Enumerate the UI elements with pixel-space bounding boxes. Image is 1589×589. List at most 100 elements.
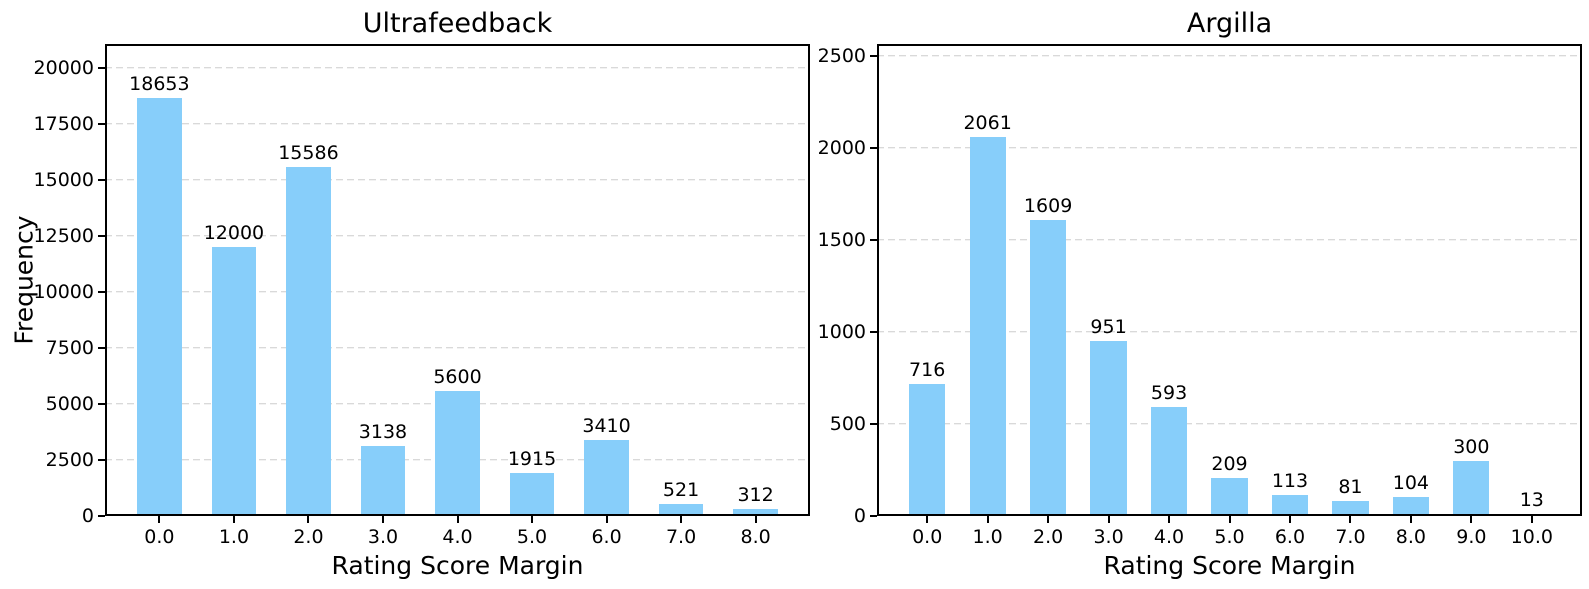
bar-value-label: 521 (662, 479, 700, 502)
y-tick-label: 2500 (817, 44, 866, 67)
y-tick-mark (98, 234, 105, 237)
bar (909, 384, 946, 516)
bar-value-label: 13 (1519, 488, 1544, 511)
x-tick-mark (605, 516, 608, 523)
y-tick-mark (98, 178, 105, 181)
x-tick-label: 6.0 (1274, 526, 1306, 548)
x-tick-mark (158, 516, 161, 523)
x-tick-mark (232, 516, 235, 523)
bar (1271, 495, 1309, 516)
bar-value-label: 593 (1150, 382, 1188, 404)
y-tick-label: 500 (829, 412, 866, 435)
y-tick-mark (870, 330, 877, 333)
x-tick-mark (1107, 516, 1110, 523)
gridline (877, 147, 1582, 149)
x-tick-mark (307, 516, 310, 523)
bar-value-label: 312 (737, 484, 774, 507)
x-tick-label: 3.0 (367, 526, 399, 548)
bar-value-label: 15586 (278, 141, 339, 164)
x-tick-label: 10.0 (1510, 526, 1553, 548)
bar-value-label: 3138 (358, 420, 408, 443)
x-tick-label: 8.0 (740, 526, 771, 548)
y-tick-label: 15000 (33, 168, 94, 191)
x-tick-label: 1.0 (218, 526, 250, 548)
y-tick-mark (98, 458, 105, 461)
y-tick-label: 2000 (817, 136, 866, 159)
x-tick-label: 3.0 (1093, 526, 1124, 548)
gridline (877, 331, 1582, 333)
bar (658, 504, 704, 516)
x-axis-label: Rating Score Margin (331, 551, 584, 580)
gridline (105, 179, 810, 181)
bar (1090, 341, 1127, 516)
bar (1150, 406, 1188, 516)
x-tick-label: 7.0 (665, 526, 697, 548)
x-axis-label: Rating Score Margin (1103, 551, 1356, 580)
bar-value-label: 104 (1392, 471, 1430, 494)
y-tick-mark (870, 54, 877, 57)
y-tick-mark (98, 402, 105, 405)
x-tick-mark (926, 516, 929, 523)
y-tick-label: 20000 (33, 56, 94, 79)
x-tick-mark (986, 516, 989, 523)
x-tick-label: 5.0 (1214, 526, 1245, 548)
bar-value-label: 951 (1090, 316, 1127, 339)
x-tick-mark (1228, 516, 1231, 523)
y-tick-label: 12500 (33, 224, 94, 247)
gridline (105, 291, 810, 293)
x-tick-label: 9.0 (1456, 526, 1487, 548)
gridline (105, 347, 810, 349)
bar-value-label: 209 (1211, 452, 1248, 475)
bar (1211, 477, 1248, 516)
x-tick-mark (1470, 516, 1473, 523)
bar-value-label: 3410 (582, 414, 631, 437)
bar (211, 247, 257, 516)
x-tick-mark (680, 516, 683, 523)
x-tick-mark (456, 516, 459, 523)
y-tick-mark (870, 146, 877, 149)
bar-value-label: 5600 (433, 365, 482, 388)
y-tick-label: 10000 (33, 280, 94, 303)
y-tick-mark (870, 422, 877, 425)
gridline (105, 235, 810, 237)
y-tick-label: 5000 (45, 392, 94, 415)
y-tick-label: 1500 (817, 228, 866, 251)
x-tick-label: 8.0 (1395, 526, 1426, 548)
bar (584, 439, 629, 516)
x-tick-mark (1288, 516, 1291, 523)
chart-title: Argilla (1186, 8, 1273, 40)
y-tick-mark (870, 238, 877, 241)
x-tick-label: 2.0 (1033, 526, 1064, 548)
gridline (877, 239, 1582, 241)
x-tick-label: 7.0 (1335, 526, 1366, 548)
x-tick-label: 2.0 (293, 526, 324, 548)
bar (1513, 513, 1550, 516)
x-tick-mark (754, 516, 757, 523)
bar-value-label: 2061 (963, 111, 1012, 134)
x-tick-mark (1409, 516, 1412, 523)
bar (509, 473, 555, 516)
chart-title: Ultrafeedback (362, 8, 553, 40)
gridline (877, 55, 1582, 57)
y-tick-label: 1000 (817, 320, 866, 343)
bar-value-label: 1609 (1023, 195, 1073, 218)
bar (969, 136, 1006, 516)
bar-value-label: 12000 (203, 222, 265, 245)
x-tick-label: 4.0 (1153, 526, 1185, 548)
bar-value-label: 81 (1338, 476, 1363, 499)
gridline (105, 67, 810, 69)
bar (1392, 496, 1430, 516)
y-tick-label: 17500 (33, 112, 94, 135)
bar (1453, 460, 1490, 516)
bar (286, 166, 331, 516)
gridline (105, 123, 810, 125)
y-tick-label: 0 (81, 505, 94, 527)
x-tick-label: 6.0 (591, 526, 622, 548)
y-tick-mark (870, 515, 877, 517)
bar (1332, 501, 1369, 516)
bar (137, 98, 182, 516)
bar-value-label: 113 (1271, 470, 1309, 493)
x-tick-mark (1349, 516, 1352, 523)
gridline (877, 423, 1582, 425)
y-tick-mark (98, 290, 105, 293)
